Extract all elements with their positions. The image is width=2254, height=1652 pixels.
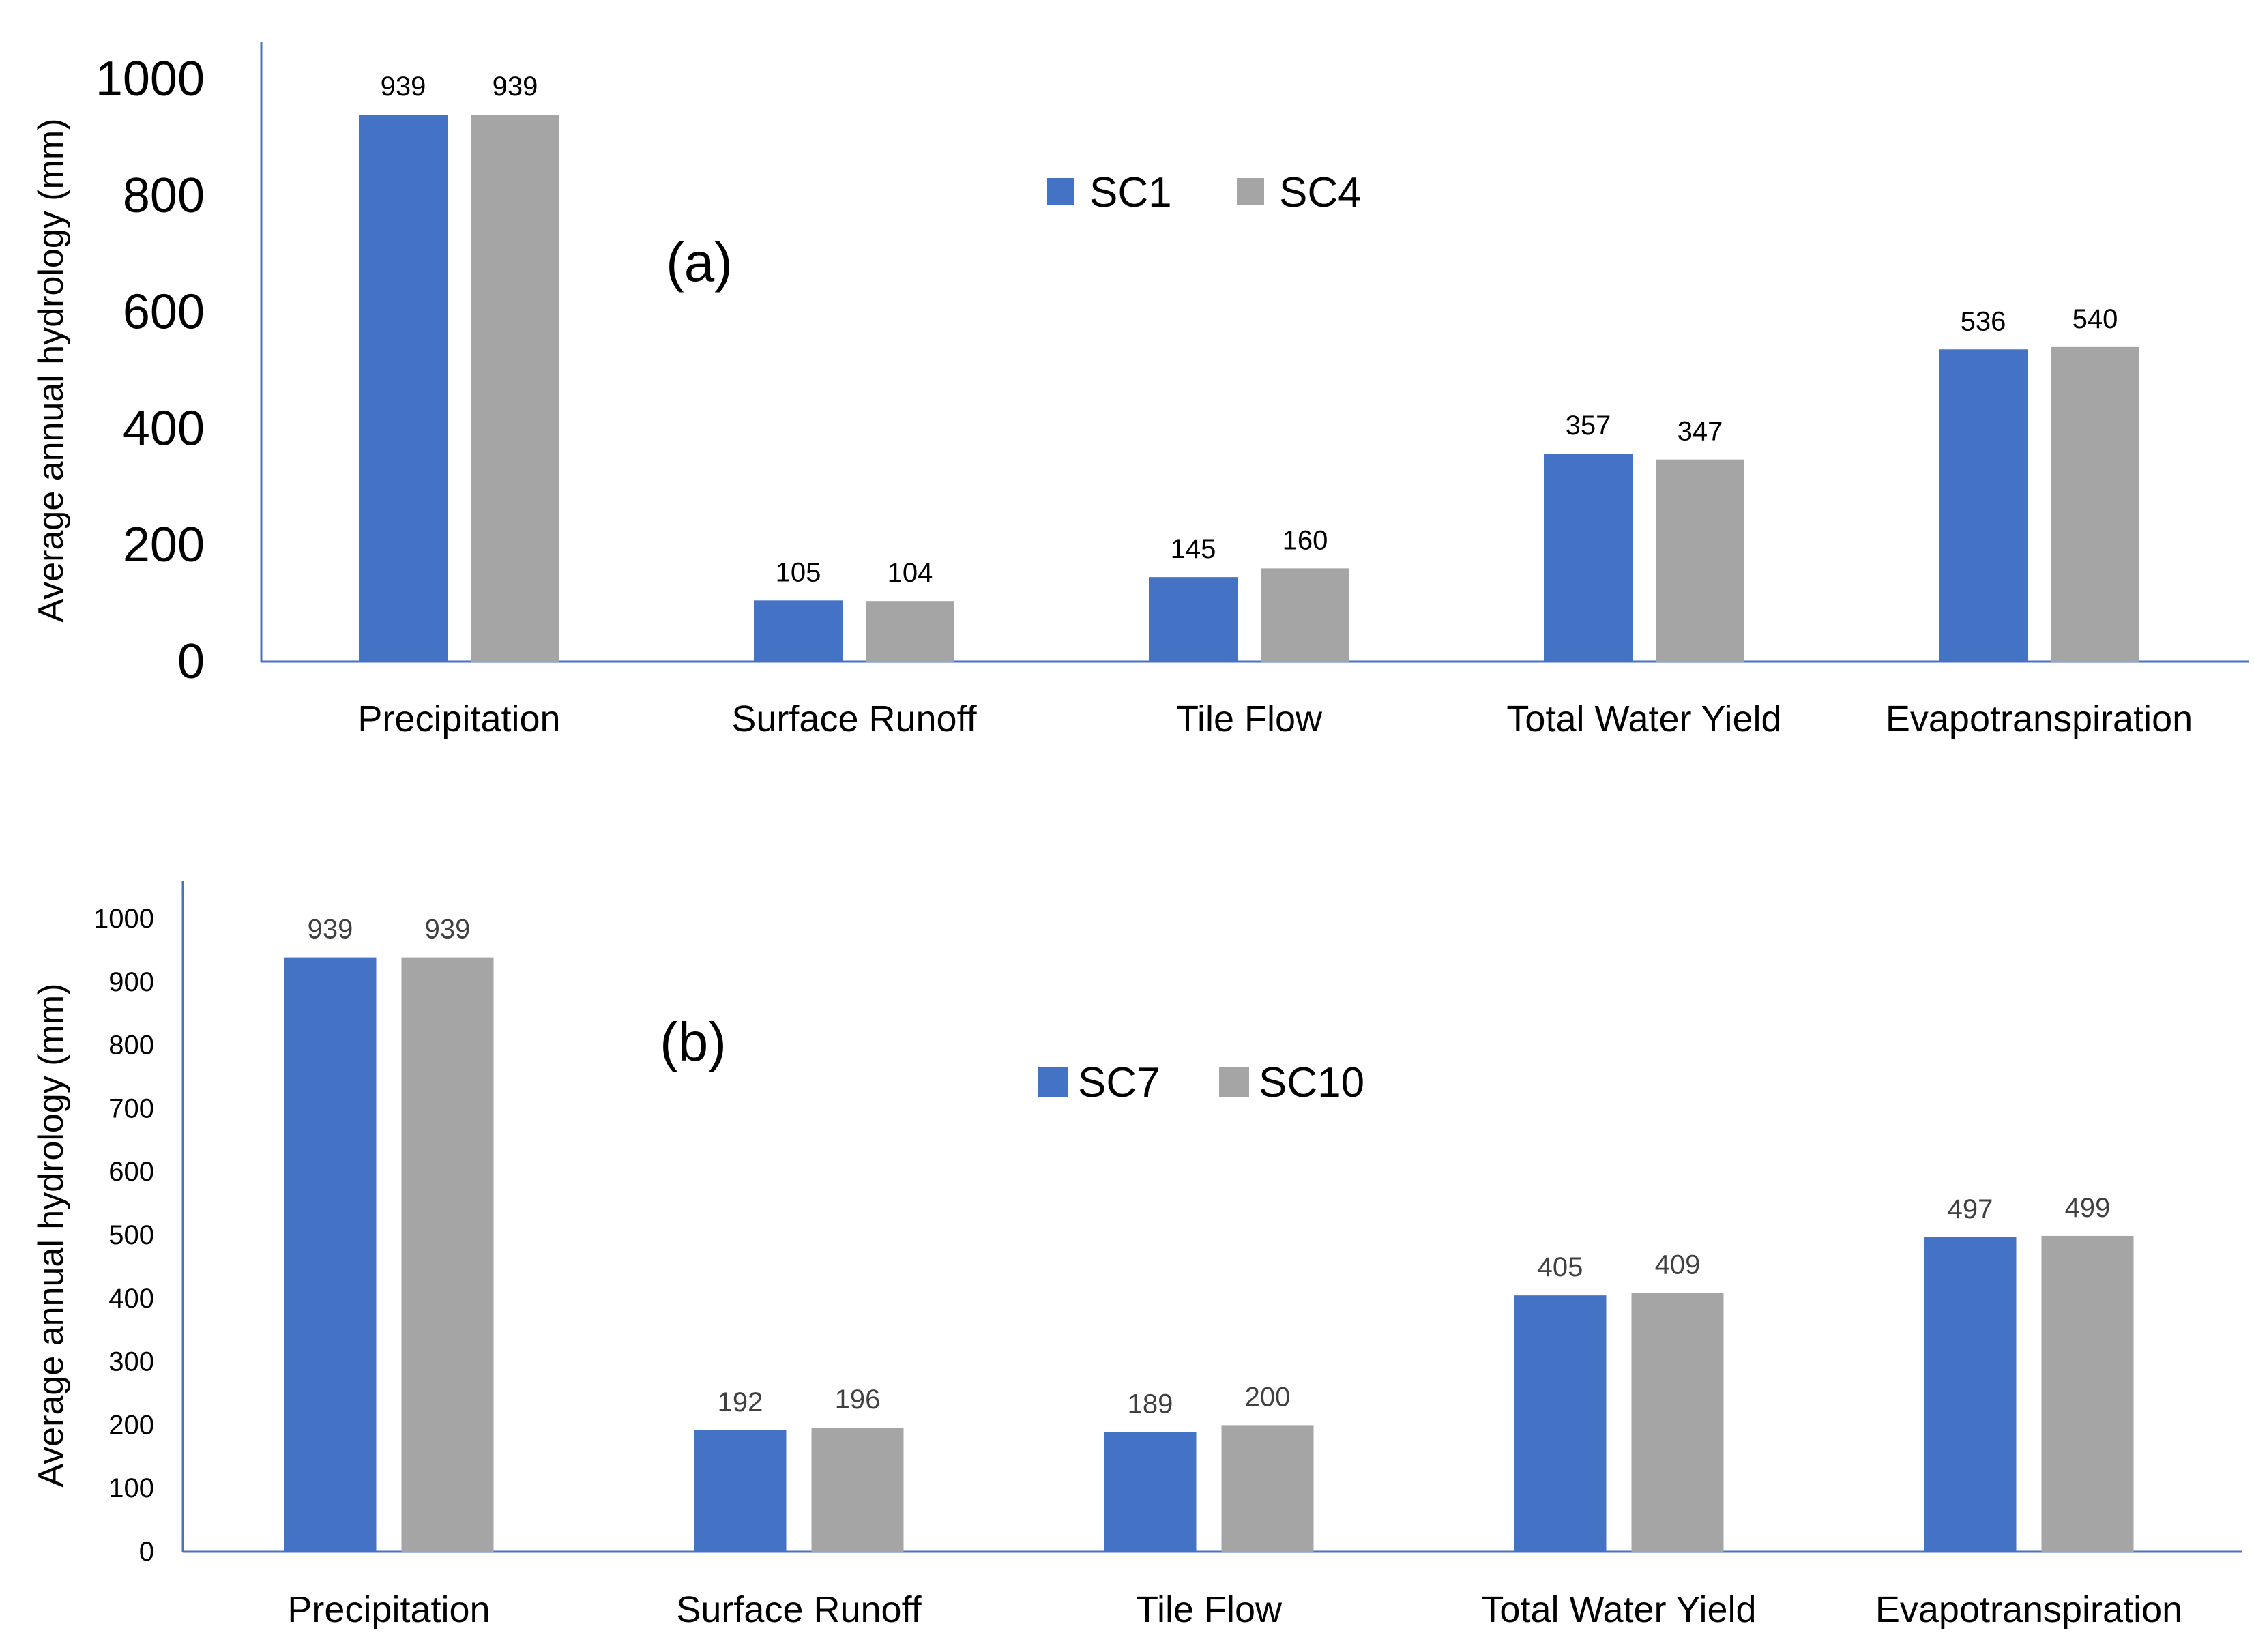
data-label: 196 [835, 1385, 881, 1415]
category-label: Evapotranspiration [1886, 698, 2193, 739]
bar-sc1 [1149, 577, 1238, 662]
category-label: Tile Flow [1136, 1589, 1283, 1630]
bar-sc1 [754, 600, 843, 662]
legend-label: SC1 [1089, 169, 1172, 216]
bar-sc4 [866, 601, 954, 662]
y-tick-label: 600 [123, 285, 205, 340]
legend-label: SC4 [1279, 169, 1362, 216]
y-tick-label: 700 [108, 1093, 154, 1123]
bar-sc1 [359, 115, 448, 662]
y-tick-label: 300 [108, 1347, 154, 1377]
y-tick-label: 0 [177, 634, 205, 689]
bar-sc4 [2051, 346, 2139, 662]
category-label: Tile Flow [1176, 698, 1323, 739]
data-label: 540 [2073, 304, 2118, 334]
data-label: 499 [2065, 1193, 2111, 1223]
legend-label: SC10 [1259, 1059, 1364, 1106]
bar-sc10 [1631, 1293, 1724, 1552]
bar-sc4 [1261, 568, 1349, 662]
bar-sc7 [694, 1430, 787, 1552]
data-label: 200 [1245, 1382, 1291, 1412]
category-label: Precipitation [357, 698, 560, 739]
y-tick-label: 1000 [93, 904, 154, 934]
bar-sc4 [1656, 459, 1744, 662]
data-label: 347 [1678, 417, 1723, 447]
data-label: 939 [381, 72, 426, 102]
chart-panel-b: 0 100 200 300 400 500 600 700 800 900 1000 Average … [31, 881, 2242, 1630]
category-label: Total Water Yield [1481, 1589, 1756, 1630]
category-label: Surface Runoff [731, 698, 977, 739]
y-axis-title: Average annual hydrology (mm) [31, 984, 71, 1488]
y-axis-title: Average annual hydrology (mm) [31, 119, 71, 623]
category-label: Total Water Yield [1506, 698, 1781, 739]
data-label: 192 [718, 1387, 763, 1417]
bar-sc7 [1514, 1295, 1607, 1552]
y-tick-label: 200 [108, 1410, 154, 1440]
chart-panel-a: 0 200 400 600 800 1000 Average annual hydrolog… [31, 42, 2249, 739]
panel-label: (b) [660, 1012, 727, 1072]
bar-sc7 [1924, 1237, 2017, 1552]
data-label: 409 [1655, 1250, 1701, 1280]
data-label: 104 [888, 558, 933, 588]
category-label: Precipitation [287, 1589, 490, 1630]
bar-sc1 [1939, 349, 2028, 662]
y-tick-label: 800 [123, 168, 205, 223]
data-label: 939 [425, 915, 471, 945]
y-tick-label: 900 [108, 967, 154, 997]
y-tick-label: 400 [123, 401, 205, 456]
y-tick-label: 1000 [96, 52, 205, 106]
legend-swatch-sc1 [1047, 178, 1074, 205]
data-label: 939 [493, 72, 538, 102]
data-label: 160 [1283, 525, 1328, 555]
bar-sc7 [1104, 1432, 1197, 1552]
panel-label: (a) [666, 232, 733, 293]
data-label: 939 [308, 915, 353, 945]
legend-label: SC7 [1078, 1059, 1160, 1106]
bar-sc10 [401, 957, 494, 1552]
category-label: Surface Runoff [676, 1589, 922, 1630]
y-tick-label: 400 [108, 1284, 154, 1314]
category-label: Evapotranspiration [1875, 1589, 2182, 1630]
y-tick-label: 800 [108, 1031, 154, 1061]
legend-swatch-sc4 [1237, 178, 1264, 205]
y-tick-label: 600 [108, 1157, 154, 1187]
bar-sc10 [811, 1428, 904, 1552]
data-label: 189 [1128, 1389, 1173, 1419]
y-tick-label: 500 [108, 1220, 154, 1250]
legend-swatch-sc7 [1038, 1067, 1068, 1097]
y-tick-label: 100 [108, 1473, 154, 1503]
data-label: 105 [776, 557, 821, 587]
bar-sc4 [471, 115, 559, 662]
data-label: 357 [1566, 411, 1611, 441]
data-label: 536 [1961, 306, 2006, 336]
data-label: 405 [1538, 1252, 1583, 1282]
bar-sc10 [1221, 1425, 1314, 1552]
bar-sc10 [2041, 1235, 2134, 1552]
data-label: 145 [1171, 534, 1216, 564]
y-tick-label: 200 [123, 518, 205, 572]
data-label: 497 [1948, 1194, 1993, 1224]
legend-swatch-sc10 [1219, 1067, 1249, 1097]
bar-sc1 [1544, 454, 1633, 662]
y-tick-label: 0 [139, 1537, 154, 1567]
bar-sc7 [284, 957, 377, 1552]
